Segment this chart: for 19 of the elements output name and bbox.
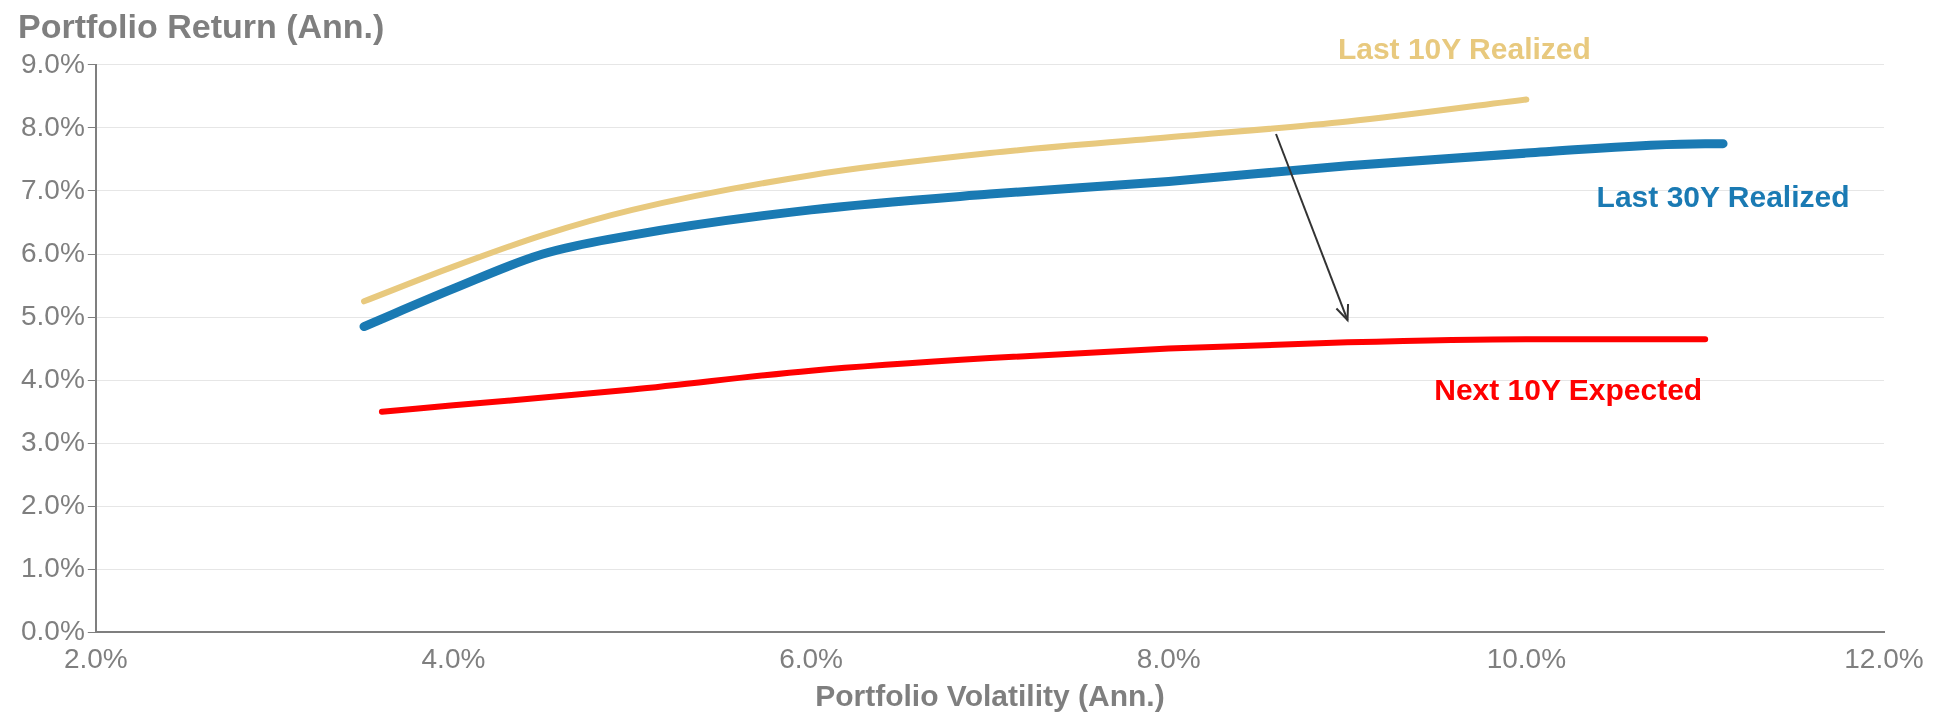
y-tick-label: 3.0% bbox=[20, 425, 85, 457]
y-tick-label: 6.0% bbox=[20, 236, 85, 268]
y-tick-label: 4.0% bbox=[20, 362, 85, 394]
x-tick-label: 8.0% bbox=[1136, 642, 1201, 674]
series-label: Last 10Y Realized bbox=[1337, 31, 1591, 65]
series-label: Next 10Y Expected bbox=[1434, 373, 1703, 407]
x-axis-title: Portfolio Volatility (Ann.) bbox=[815, 679, 1165, 713]
y-tick-label: 1.0% bbox=[20, 552, 85, 584]
y-tick-label: 5.0% bbox=[20, 299, 85, 331]
y-tick-label: 9.0% bbox=[20, 47, 85, 79]
x-tick-label: 12.0% bbox=[1844, 642, 1924, 674]
y-axis-title: Portfolio Return (Ann.) bbox=[18, 6, 385, 45]
x-tick-label: 10.0% bbox=[1486, 642, 1567, 674]
y-tick-label: 7.0% bbox=[20, 173, 85, 205]
series-label: Last 30Y Realized bbox=[1596, 179, 1850, 213]
y-tick-label: 2.0% bbox=[20, 488, 85, 520]
x-tick-label: 6.0% bbox=[779, 642, 844, 674]
y-tick-label: 8.0% bbox=[20, 110, 85, 142]
x-tick-label: 4.0% bbox=[421, 642, 486, 674]
